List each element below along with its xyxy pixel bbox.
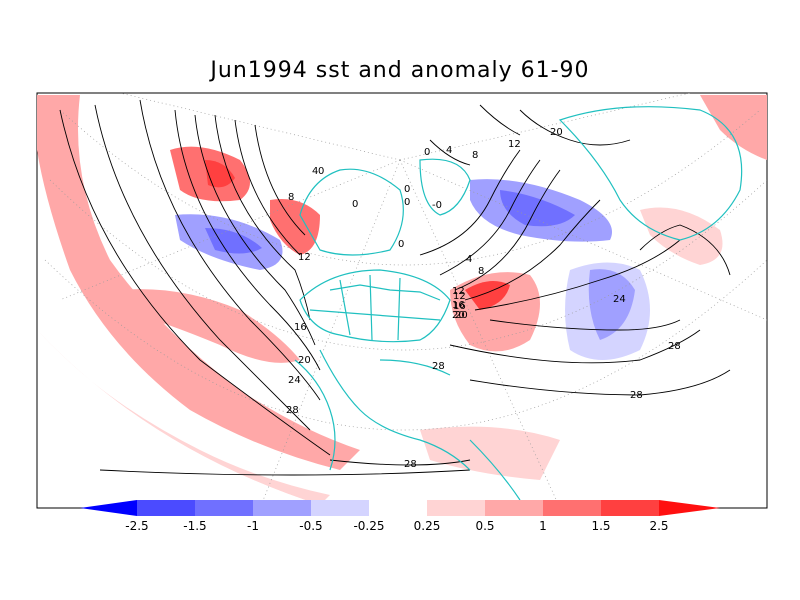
contour-label: 0	[352, 199, 358, 210]
anomaly-positive-nordic	[640, 207, 723, 265]
contour-label: 12	[452, 286, 465, 297]
contour-label: 0	[398, 239, 404, 250]
colorbar-tick-label: 1	[539, 519, 547, 533]
sst-contours	[59, 99, 731, 476]
colorbar-segment	[427, 500, 485, 516]
contour-label: 28	[630, 390, 643, 401]
contour-labels: 0 4 8 12 16 20 24 28 28 28 28 28 24 20 1…	[286, 127, 681, 470]
colorbar-segment	[543, 500, 601, 516]
contour-label: 4	[312, 166, 318, 177]
contour-label: 12	[298, 252, 311, 263]
contour-label: 0	[424, 147, 430, 158]
contour-label: 0	[318, 166, 324, 177]
colorbar: -2.5 -1.5 -1 -0.5 -0.25 0.25 0.5 1 1.5 2…	[80, 500, 720, 533]
contour-label: 20	[550, 127, 563, 138]
anomaly-positive-tropical-atlantic	[420, 426, 560, 480]
colorbar-tick-label: -0.25	[353, 519, 384, 533]
contour-label: 0	[404, 184, 410, 195]
contour-label: 16	[452, 300, 465, 311]
colorbar-tick-label: 0.5	[475, 519, 494, 533]
contour-label: 28	[404, 459, 417, 470]
map-title: Jun1994 sst and anomaly 61-90	[210, 58, 590, 83]
colorbar-tick-label: 2.5	[649, 519, 668, 533]
contour-label: 4	[446, 145, 452, 156]
colorbar-tick-label: 0.25	[414, 519, 441, 533]
anomaly-positive-subtropical-pacific	[120, 289, 300, 363]
anomaly-negative-north-atlantic-core	[500, 190, 575, 227]
contour-label: 12	[453, 291, 466, 302]
contour-label: 4	[466, 254, 472, 265]
anomaly-positive-west-arc	[37, 95, 360, 470]
contour-label: 8	[288, 192, 294, 203]
contour-label: 20	[452, 310, 465, 321]
contour-label: 8	[478, 266, 484, 277]
colorbar-tick-label: -1	[247, 519, 259, 533]
lat-lon-grid	[44, 93, 767, 508]
contour-label: -0	[432, 200, 442, 211]
colorbar-segment	[253, 500, 311, 516]
colorbar-right-arrow	[659, 500, 720, 516]
colorbar-left-arrow	[80, 500, 137, 516]
anomaly-negative-east-atlantic-core	[588, 269, 635, 340]
colorbar-segment	[311, 500, 369, 516]
colorbar-tick-label: -1.5	[183, 519, 206, 533]
contour-label: 28	[668, 341, 681, 352]
anomaly-positive-gulf-alaska	[270, 199, 320, 255]
contour-label: 24	[613, 294, 626, 305]
contour-label: 20	[455, 310, 468, 321]
colorbar-segment	[137, 500, 195, 516]
contour-label: 16	[453, 301, 466, 312]
coastlines	[294, 106, 743, 501]
contour-label: 8	[472, 150, 478, 161]
colorbar-segment	[485, 500, 543, 516]
contour-label: 28	[286, 405, 299, 416]
anomaly-positive-ne-pacific-core	[205, 160, 235, 188]
colorbar-tick-label: -0.5	[299, 519, 322, 533]
colorbar-tick-label: -2.5	[125, 519, 148, 533]
colorbar-tick-label: 1.5	[591, 519, 610, 533]
colorbar-segment	[601, 500, 659, 516]
colorbar-segment	[195, 500, 253, 516]
colorbar-segment	[369, 500, 427, 516]
contour-label: 0	[404, 197, 410, 208]
anomaly-positive-top-right	[700, 95, 767, 160]
contour-label: 28	[432, 361, 445, 372]
contour-label: 12	[508, 139, 521, 150]
contour-label: 24	[288, 375, 301, 386]
contour-label: 16	[294, 322, 307, 333]
colorbar-tick-labels: -2.5 -1.5 -1 -0.5 -0.25 0.25 0.5 1 1.5 2…	[125, 519, 668, 533]
contour-label: 20	[298, 355, 311, 366]
